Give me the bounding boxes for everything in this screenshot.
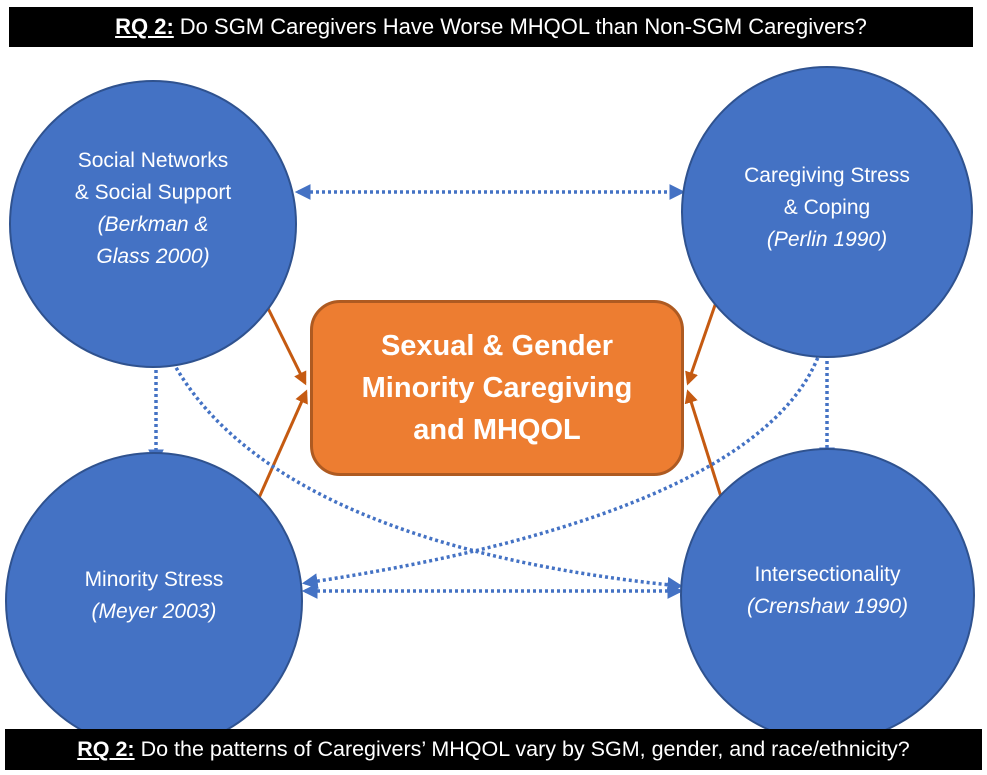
node-minority-stress-line1: Minority Stress xyxy=(84,568,224,591)
node-intersectionality-citation: (Crenshaw 1990) xyxy=(746,594,909,618)
center-node: Sexual & Gender Minority Caregiving and … xyxy=(310,300,684,476)
node-minority-stress: Minority Stress (Meyer 2003) xyxy=(5,452,303,750)
node-minority-stress-citation: (Meyer 2003) xyxy=(91,600,217,623)
bottom-banner-prefix: RQ 2: xyxy=(77,737,135,761)
bottom-banner-text: Do the patterns of Caregivers’ MHQOL var… xyxy=(140,737,910,761)
node-intersectionality: Intersectionality (Crenshaw 1990) xyxy=(680,448,975,743)
node-caregiving-stress-line1: Caregiving Stress xyxy=(744,164,910,187)
top-banner: RQ 2: Do SGM Caregivers Have Worse MHQOL… xyxy=(9,7,973,47)
node-social-networks-line2: & Social Support xyxy=(74,181,232,204)
node-caregiving-stress-line2: & Coping xyxy=(783,196,871,219)
top-banner-prefix: RQ 2: xyxy=(115,14,174,39)
node-caregiving-stress: Caregiving Stress & Coping (Perlin 1990) xyxy=(681,66,973,358)
top-banner-text: Do SGM Caregivers Have Worse MHQOL than … xyxy=(179,14,867,39)
link-minority-stress xyxy=(301,326,832,589)
node-social-networks-line1: Social Networks xyxy=(77,149,229,172)
center-node-label: Sexual & Gender Minority Caregiving and … xyxy=(361,330,633,446)
node-caregiving-stress-citation: (Perlin 1990) xyxy=(766,228,888,251)
node-intersectionality-line1: Intersectionality xyxy=(754,562,901,586)
node-social-networks-citation: (Berkman & Glass 2000) xyxy=(96,213,210,268)
bottom-banner: RQ 2: Do the patterns of Caregivers’ MHQ… xyxy=(5,729,982,770)
node-social-networks: Social Networks & Social Support (Berkma… xyxy=(9,80,297,368)
arrow-intersectionality-to-center xyxy=(684,389,724,501)
